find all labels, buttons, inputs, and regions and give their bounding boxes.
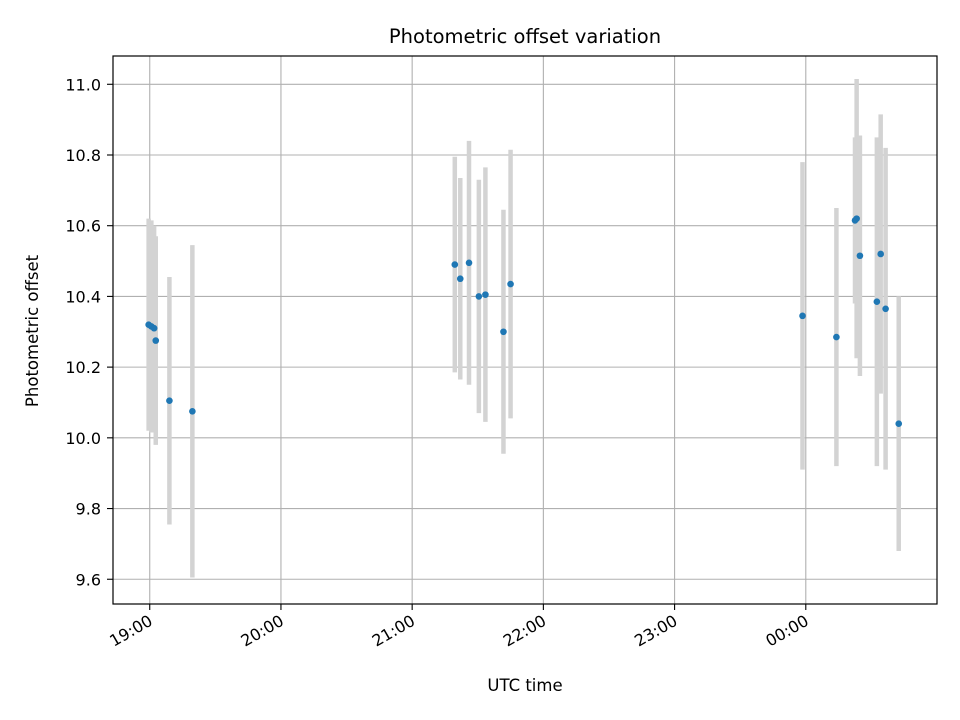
chart-title: Photometric offset variation xyxy=(389,25,661,48)
y-tick-label: 9.8 xyxy=(76,500,101,519)
y-tick-label: 10.8 xyxy=(65,146,101,165)
data-point xyxy=(877,250,884,258)
data-point xyxy=(152,337,160,344)
data-point xyxy=(465,259,473,267)
data-point xyxy=(853,215,860,222)
data-points xyxy=(145,215,903,427)
data-point xyxy=(451,261,459,268)
data-point xyxy=(856,252,864,260)
plot-area-frame xyxy=(112,55,938,605)
x-axis-label: UTC time xyxy=(487,676,562,695)
data-point xyxy=(882,305,889,313)
y-axis-ticks: 9.6 9.8 10.0 10.2 10.4 10.6 10.8 11.0 xyxy=(65,75,113,589)
y-tick-label: 10.0 xyxy=(65,429,101,448)
data-point xyxy=(500,328,507,336)
y-tick-label: 9.6 xyxy=(76,570,101,589)
data-point xyxy=(799,312,806,320)
data-point xyxy=(833,333,840,341)
grid-lines xyxy=(113,56,937,604)
data-point xyxy=(456,275,464,283)
data-point xyxy=(166,397,173,405)
data-point xyxy=(475,293,483,300)
data-point xyxy=(150,324,158,332)
y-tick-label: 10.2 xyxy=(65,358,101,377)
data-point xyxy=(895,420,903,427)
y-tick-label: 10.4 xyxy=(65,287,101,306)
y-tick-label: 11.0 xyxy=(65,75,101,94)
data-point xyxy=(189,408,196,415)
data-point xyxy=(507,280,514,288)
data-point xyxy=(873,298,881,306)
y-axis-label: Photometric offset xyxy=(23,254,42,407)
y-tick-label: 10.6 xyxy=(65,217,101,236)
data-point xyxy=(482,291,489,298)
